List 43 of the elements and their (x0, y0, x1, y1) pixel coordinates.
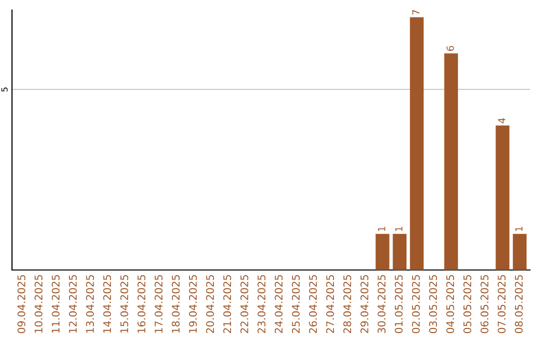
bar (496, 126, 510, 270)
bar (392, 234, 407, 270)
bar (410, 17, 424, 270)
x-tick-label: 25.04.2025 (292, 275, 300, 334)
x-tick-label: 10.04.2025 (34, 275, 42, 333)
x-tick-label: 24.04.2025 (274, 275, 283, 334)
x-tick-label: 22.04.2025 (240, 275, 248, 334)
x-tick-label: 27.04.2025 (326, 275, 334, 334)
x-tick-label: 12.04.2025 (68, 275, 77, 333)
data-label: 6 (446, 46, 454, 51)
bar (512, 234, 527, 270)
x-tick-label: 18.04.2025 (172, 275, 180, 333)
x-tick-label: 16.04.2025 (138, 275, 146, 333)
x-tick-label: 19.04.2025 (188, 275, 197, 333)
x-tick-label: 30.04.2025 (378, 275, 386, 334)
data-label: 1 (395, 226, 402, 232)
x-tick-label: 04.05.2025 (446, 275, 454, 334)
x-tick-label: 17.04.2025 (154, 275, 163, 333)
x-tick-label: 28.04.2025 (343, 275, 352, 334)
data-label: 1 (378, 226, 386, 232)
x-tick-label: 07.05.2025 (498, 275, 506, 334)
x-tick-label: 14.04.2025 (103, 275, 112, 333)
x-tick-label: 29.04.2025 (360, 275, 368, 334)
bar (376, 234, 390, 270)
data-label: 7 (412, 10, 420, 15)
data-label: 1 (515, 226, 522, 232)
x-tick-label: 15.04.2025 (120, 275, 128, 333)
x-tick-label: 01.05.2025 (394, 275, 403, 334)
x-tick-label: 21.04.2025 (223, 275, 232, 334)
x-tick-label: 02.05.2025 (412, 275, 420, 334)
x-tick-label: 08.05.2025 (514, 275, 523, 334)
x-tick-label: 20.04.2025 (206, 275, 214, 334)
x-tick-label: 06.05.2025 (480, 275, 488, 334)
x-tick-label: 23.04.2025 (258, 275, 266, 334)
data-label: 4 (498, 118, 506, 124)
x-tick-label: 05.05.2025 (463, 275, 472, 334)
y-tick-label: 5 (1, 88, 8, 92)
x-tick-label: 13.04.2025 (86, 275, 94, 333)
bar (444, 53, 458, 270)
x-tick-label: 03.05.2025 (429, 275, 437, 334)
x-tick-label: 11.04.2025 (52, 275, 60, 333)
x-tick-label: 26.04.2025 (309, 275, 317, 334)
x-tick-label: 09.04.2025 (17, 275, 26, 334)
